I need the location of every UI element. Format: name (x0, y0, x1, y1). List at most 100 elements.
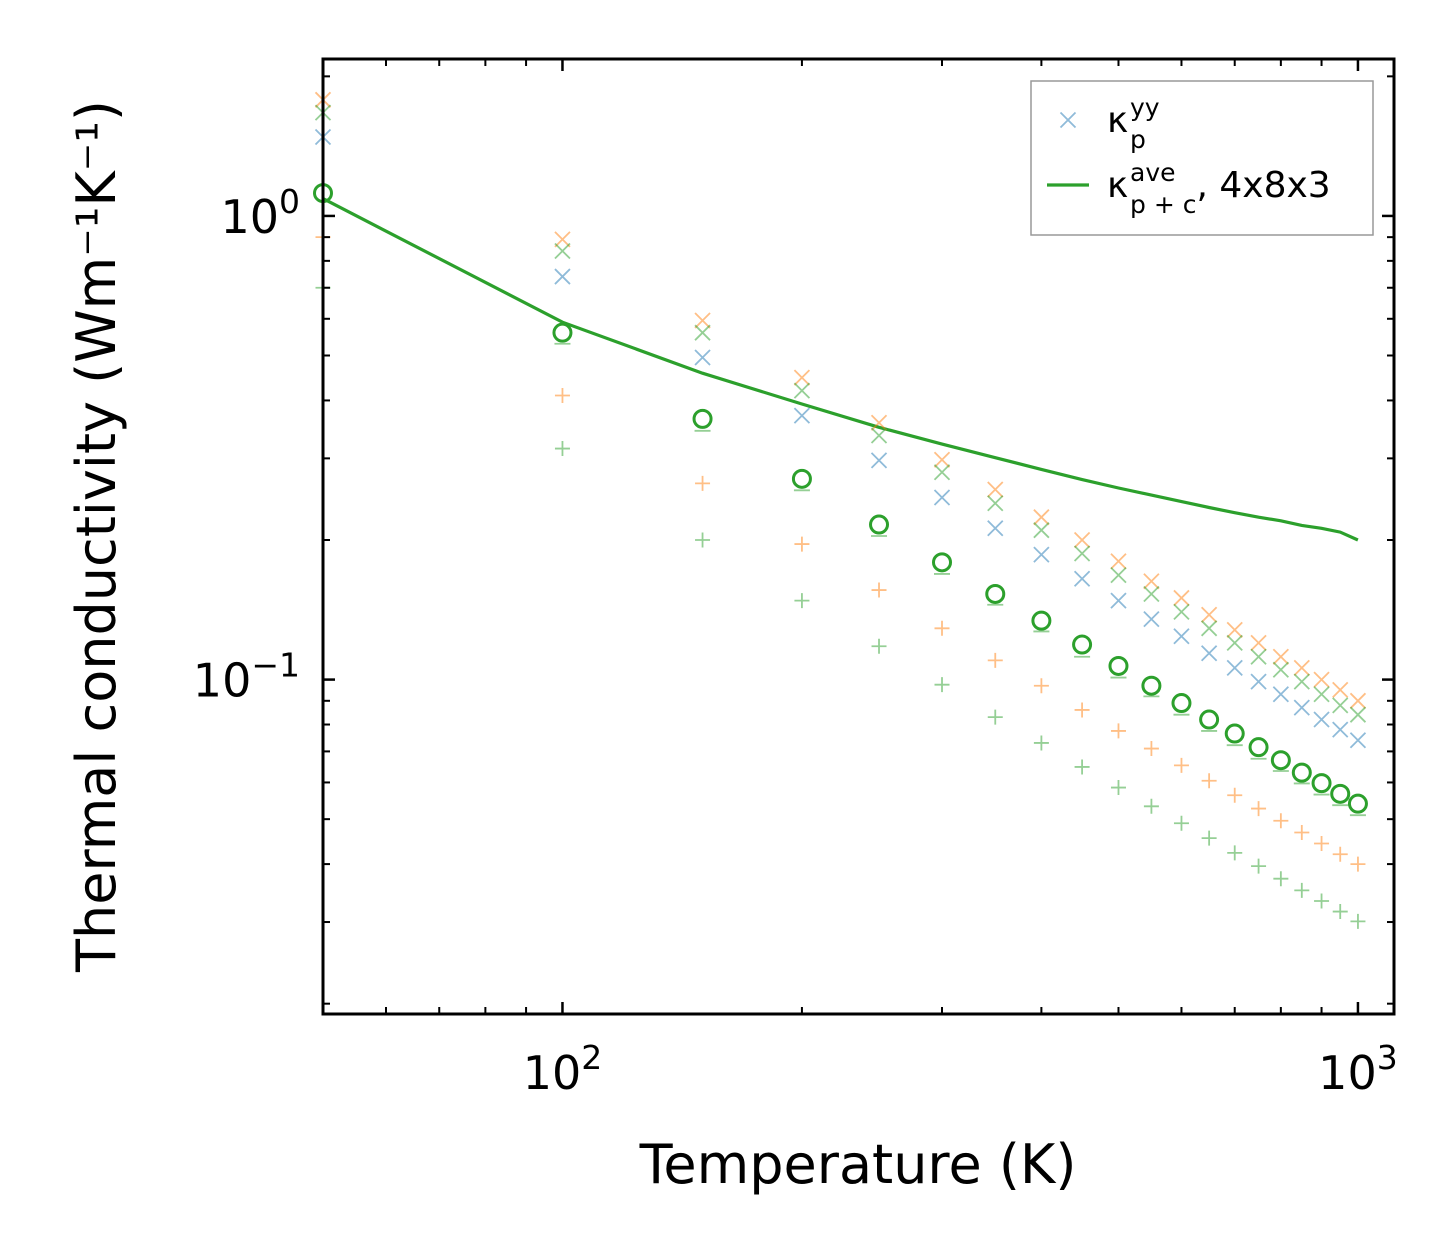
data-point-circle (1330, 783, 1351, 804)
data-point-plus (695, 532, 711, 548)
data-point-plus (554, 387, 570, 403)
data-point-plus (987, 709, 1003, 725)
data-point-x (1110, 553, 1127, 570)
data-point-x (1226, 634, 1243, 652)
tick-labels: 102 103 100 10−1 (193, 182, 1398, 1100)
data-point-x (933, 489, 951, 506)
data-point-x (1332, 697, 1349, 714)
data-point-plus (1350, 913, 1366, 929)
data-point-circle (1224, 723, 1245, 744)
data-point-x (1332, 721, 1349, 738)
data-point-circle (552, 322, 573, 343)
data-point-x (1313, 671, 1330, 688)
data-point-circle (1270, 750, 1291, 771)
data-point-x (554, 242, 571, 260)
data-point-x (1033, 546, 1050, 563)
data-point-x (1173, 589, 1190, 607)
data-point-plus (1273, 871, 1289, 887)
data-point-plus (1273, 813, 1289, 829)
series-0 (314, 91, 1367, 709)
data-point-x (1272, 661, 1289, 678)
data-point-plus (1173, 757, 1189, 773)
data-point-plus (1251, 801, 1267, 817)
data-point-plus (1332, 846, 1348, 862)
data-point-plus (1143, 798, 1159, 814)
series-1 (314, 104, 1367, 723)
y-tick-label: 100 (220, 182, 300, 244)
data-point-plus (1314, 893, 1330, 909)
data-point-x (1349, 706, 1367, 723)
data-point-circle (1141, 675, 1162, 696)
data-point-x (1349, 732, 1367, 749)
data-point-x (694, 324, 711, 341)
data-point-plus (934, 677, 950, 693)
data-point-circle (692, 408, 713, 429)
data-point-circle (869, 514, 890, 535)
data-point-circle (1108, 655, 1129, 676)
data-point-x (793, 369, 811, 386)
data-point-x (1073, 570, 1091, 587)
series-line-kappa-p-c-ave (322, 197, 1359, 542)
data-point-plus (1173, 815, 1189, 831)
data-point-circle (1291, 762, 1312, 783)
data-point-x (1349, 692, 1367, 709)
data-point-x (1250, 634, 1267, 652)
data-point-x (987, 495, 1004, 512)
legend-label: κave p + c, 4x8x3 (1107, 158, 1331, 219)
data-point-x (694, 312, 711, 329)
series-2 (314, 128, 1367, 749)
data-point-circle (985, 583, 1006, 604)
data-point-plus (695, 475, 711, 491)
data-point-plus (1201, 773, 1217, 789)
data-point-x (1033, 509, 1050, 526)
data-point-x (1332, 681, 1349, 699)
data-point-x (1143, 585, 1160, 603)
data-point-plus (987, 652, 1003, 668)
y-tick-label: 10−1 (193, 646, 300, 708)
data-point-x (1226, 659, 1243, 676)
legend-label: κyy p (1107, 93, 1160, 154)
data-point-plus (1332, 904, 1348, 920)
data-point-x (1250, 673, 1267, 690)
data-point-x (1143, 611, 1160, 628)
data-point-plus (871, 638, 887, 654)
data-point-x (1110, 592, 1127, 609)
plot-frame (321, 57, 1396, 1016)
data-point-plus (794, 536, 810, 552)
series-4 (554, 342, 1366, 817)
data-point-x (1200, 606, 1218, 623)
data-point-plus (1314, 836, 1330, 852)
data-point-x (1313, 686, 1330, 703)
data-point-plus (1110, 723, 1126, 739)
data-point-x (1293, 673, 1310, 690)
data-point-x (1313, 711, 1330, 728)
data-point-circle (1248, 737, 1269, 758)
data-point-circle (1311, 773, 1332, 794)
data-point-x (1200, 620, 1218, 637)
x-axis-label: Temperature (K) (639, 1133, 1077, 1196)
data-point-x (1033, 522, 1050, 539)
data-point-circle (1031, 610, 1052, 631)
data-point-x (987, 481, 1004, 498)
data-point-plus (1033, 678, 1049, 694)
data-point-circle (1199, 709, 1220, 730)
data-point-plus (1227, 845, 1243, 861)
data-point-plus (934, 620, 950, 636)
data-point-plus (554, 441, 570, 457)
data-point-x (1200, 645, 1218, 662)
data-point-plus (1074, 759, 1090, 775)
data-point-plus (1074, 702, 1090, 718)
data-point-x (870, 452, 888, 469)
data-point-x (554, 268, 571, 285)
series-3 (313, 183, 1368, 814)
data-point-x (694, 349, 711, 366)
data-point-plus (1227, 787, 1243, 803)
data-point-x (1173, 628, 1190, 645)
data-point-x (1073, 545, 1091, 562)
data-point-circle (932, 552, 953, 573)
y-axis-label: Thermal conductivity (Wm⁻¹K⁻¹) (65, 100, 128, 973)
legend-marker-x (1059, 111, 1077, 129)
x-tick-label: 102 (523, 1038, 603, 1100)
